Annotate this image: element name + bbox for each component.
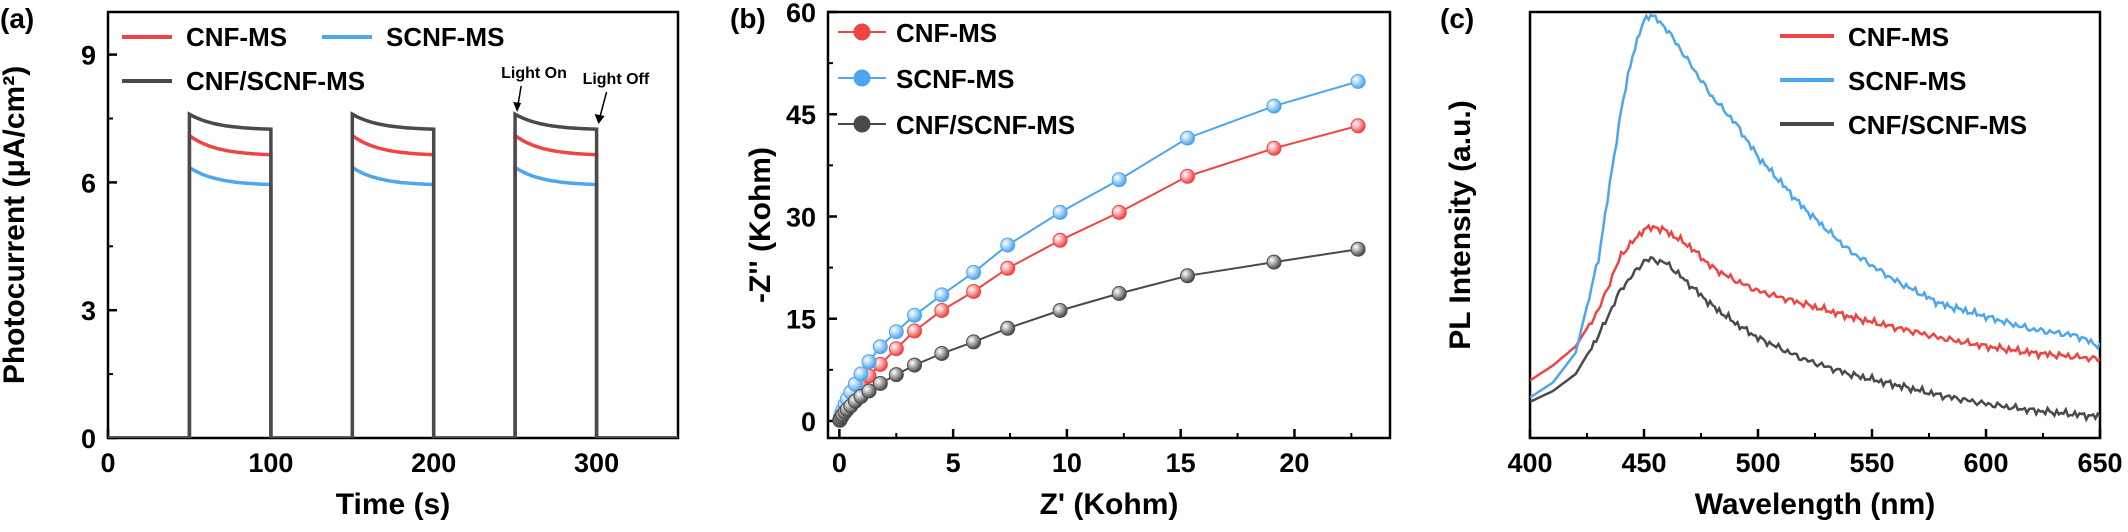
data-point-scnf-ms — [1266, 98, 1282, 114]
annotation-light-on: Light On — [501, 65, 567, 82]
panel-label: (c) — [1440, 3, 1474, 34]
y-tick-label: 15 — [786, 305, 816, 335]
plot-frame — [106, 10, 680, 440]
y-tick-label: 3 — [81, 296, 96, 326]
y-tick-label: 60 — [786, 0, 816, 28]
plot-frame — [1528, 10, 2102, 440]
data-point-cnf-ms — [1180, 168, 1195, 184]
x-axis-label: Time (s) — [336, 488, 450, 521]
y-tick-label: 6 — [81, 168, 96, 198]
data-point-cnf-ms — [1266, 140, 1282, 156]
data-point-scnf-ms — [888, 324, 904, 340]
data-point-cnf-ms — [1350, 118, 1366, 134]
annotation-light-off: Light Off — [583, 71, 650, 88]
data-point-cnf-ms — [907, 323, 922, 339]
y-axis-label: -Z'' (Kohm) — [744, 147, 777, 303]
data-point-cnf-ms — [1000, 260, 1016, 276]
legend-label-cnf-scnf-ms: CNF/SCNF-MS — [896, 110, 1075, 140]
data-point-scnf-ms — [966, 264, 982, 280]
series-line-cnf-ms — [1530, 223, 2100, 382]
legend-label-scnf-ms: SCNF-MS — [1848, 66, 1966, 96]
panel-label: (a) — [0, 3, 34, 34]
data-point-cnf-scnf-ms — [1180, 268, 1195, 284]
data-point-scnf-ms — [1350, 74, 1366, 89]
series-line-cnf-ms — [108, 132, 678, 438]
x-tick-label: 5 — [946, 448, 961, 478]
legend-label-cnf-ms: CNF-MS — [186, 22, 287, 52]
legend-label-cnf-scnf-ms: CNF/SCNF-MS — [186, 66, 365, 96]
data-point-scnf-ms — [872, 339, 888, 355]
data-point-cnf-scnf-ms — [1111, 286, 1127, 301]
data-point-scnf-ms — [934, 287, 950, 303]
legend-label-scnf-ms: SCNF-MS — [386, 22, 504, 52]
data-point-cnf-scnf-ms — [888, 367, 904, 383]
data-point-scnf-ms — [1111, 172, 1127, 188]
y-tick-label: 9 — [81, 41, 96, 71]
data-point-cnf-scnf-ms — [1000, 320, 1016, 336]
legend-label-scnf-ms: SCNF-MS — [896, 64, 1014, 94]
x-tick-label: 15 — [1166, 448, 1196, 478]
data-point-cnf-ms — [966, 284, 982, 299]
x-tick-label: 0 — [832, 448, 847, 478]
data-point-scnf-ms — [1052, 204, 1068, 220]
arrowhead-icon — [513, 102, 522, 112]
data-point-cnf-scnf-ms — [934, 346, 950, 361]
panel-a: 0 100 200 300 0 3 6 9 Time (s) Photocurrent (μA/c… — [0, 3, 680, 521]
y-tick-label: 0 — [81, 424, 96, 454]
y-tick-label: 30 — [786, 202, 816, 232]
x-tick-label: 650 — [2077, 448, 2122, 478]
data-point-cnf-ms — [888, 341, 904, 357]
y-axis-label: PL Intensity (a.u.) — [1444, 100, 1477, 349]
data-point-scnf-ms — [907, 307, 922, 323]
x-tick-label: 400 — [1507, 448, 1552, 478]
x-tick-label: 100 — [248, 448, 293, 478]
data-point-scnf-ms — [1180, 130, 1195, 146]
plot-frame — [826, 10, 1392, 440]
data-point-cnf-scnf-ms — [907, 357, 922, 373]
data-point-cnf-scnf-ms — [966, 334, 982, 350]
panel-label: (b) — [730, 3, 766, 34]
x-tick-label: 10 — [1052, 448, 1082, 478]
series-line-cnf-scnf-ms — [108, 111, 678, 438]
data-point-cnf-scnf-ms — [1266, 254, 1282, 270]
fit-line-cnf-ms — [838, 124, 1359, 420]
data-point-scnf-ms — [853, 366, 869, 382]
data-point-cnf-scnf-ms — [1350, 241, 1366, 257]
data-point-cnf-ms — [1111, 204, 1127, 220]
x-axis-label: Z' (Kohm) — [1040, 488, 1179, 521]
y-tick-label: 0 — [801, 407, 816, 437]
x-tick-label: 600 — [1963, 448, 2008, 478]
data-point-cnf-ms — [1052, 232, 1068, 248]
legend-label-cnf-ms: CNF-MS — [896, 18, 997, 48]
series-line-scnf-ms — [108, 164, 678, 438]
y-axis-label: Photocurrent (μA/cm²) — [0, 66, 31, 384]
x-axis-label: Wavelength (nm) — [1695, 488, 1936, 521]
legend-label-cnf-ms: CNF-MS — [1848, 22, 1949, 52]
data-point-scnf-ms — [861, 354, 877, 370]
legend-marker-scnf-ms — [853, 69, 871, 87]
arrowhead-icon — [594, 114, 605, 124]
x-tick-label: 200 — [411, 448, 456, 478]
x-tick-label: 550 — [1849, 448, 1894, 478]
x-tick-label: 500 — [1735, 448, 1780, 478]
y-tick-label: 45 — [786, 100, 816, 130]
series-line-cnf-scnf-ms — [1530, 255, 2100, 423]
x-tick-label: 0 — [100, 448, 115, 478]
x-tick-label: 20 — [1279, 448, 1309, 478]
legend-label-cnf-scnf-ms: CNF/SCNF-MS — [1848, 110, 2027, 140]
x-tick-label: 450 — [1621, 448, 1666, 478]
x-tick-label: 300 — [574, 448, 619, 478]
legend-marker-cnf-scnf-ms — [853, 115, 871, 133]
legend-marker-cnf-ms — [853, 23, 871, 41]
data-point-cnf-scnf-ms — [872, 376, 888, 391]
panel-b: 0 5 10 15 20 0 15 30 45 60 Z' (Kohm) -Z'' (Kohm) (b)… — [730, 0, 1392, 521]
data-point-cnf-ms — [934, 303, 950, 318]
data-point-cnf-scnf-ms — [1052, 303, 1068, 318]
panel-c: 400 450 500 550 600 650 Wavelength (nm) PL Inte… — [1440, 3, 2123, 521]
data-point-cnf-scnf-ms — [861, 383, 877, 399]
data-point-scnf-ms — [1000, 237, 1016, 253]
series-line-scnf-ms — [1530, 13, 2100, 399]
